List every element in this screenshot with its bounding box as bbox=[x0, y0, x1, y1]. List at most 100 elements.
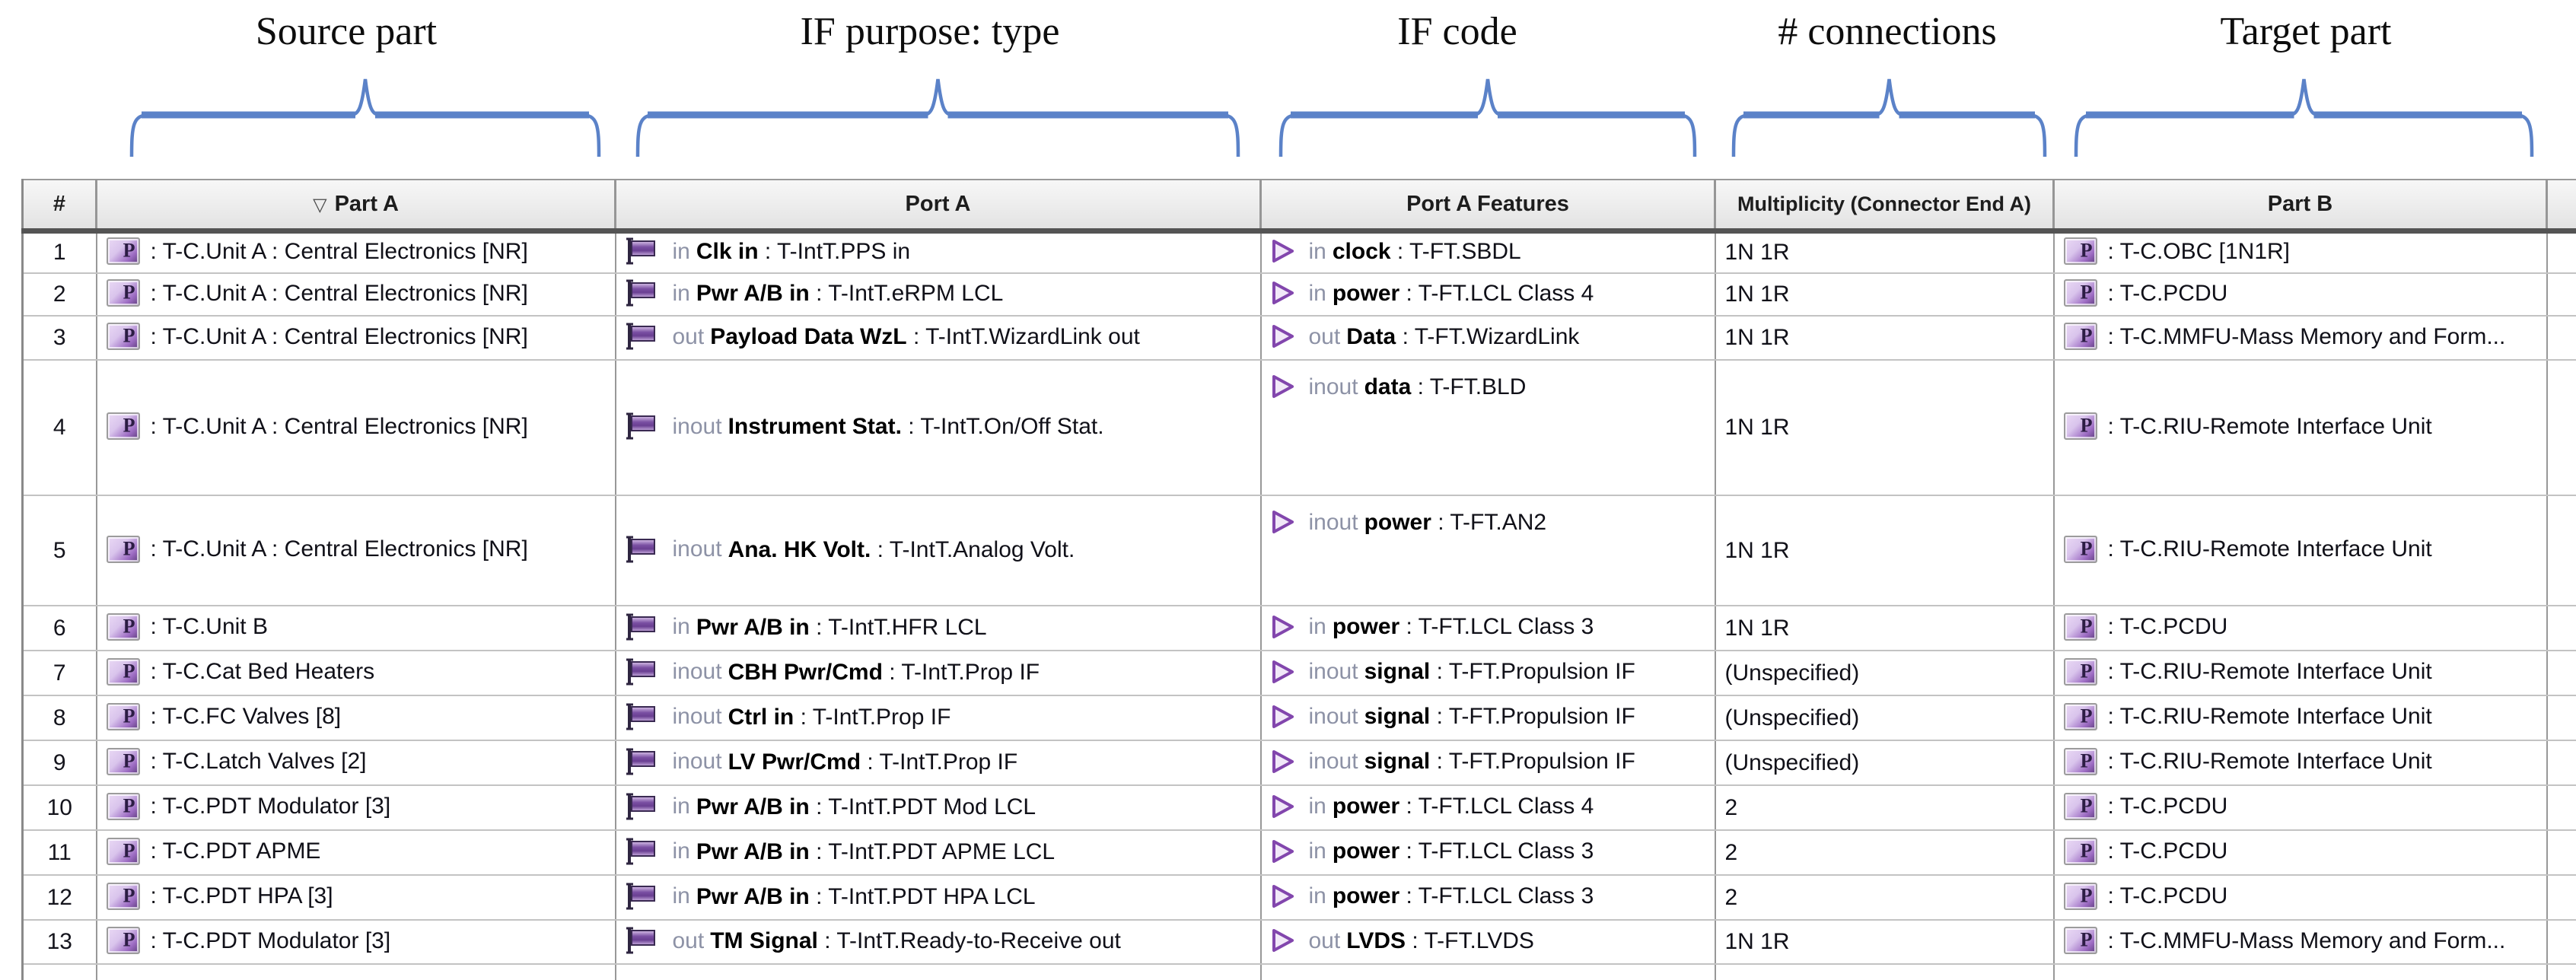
part-a-cell[interactable]: P: T-C.Latch Valves [2] bbox=[96, 740, 616, 786]
multiplicity-cell[interactable]: 1N 1R bbox=[1715, 231, 2055, 274]
row-number-cell[interactable]: 8 bbox=[22, 695, 97, 741]
table-row: 9 P: T-C.Latch Valves [2] inout LV Pwr/Cm… bbox=[22, 740, 2576, 786]
port-a-cell[interactable]: out Payload Data WzL : T-IntT.WizardLink … bbox=[615, 316, 1262, 361]
row-number-cell[interactable]: 10 bbox=[22, 785, 97, 831]
port-a-features-cell[interactable]: inout signal : T-FT.Propulsion IF bbox=[1260, 740, 1716, 786]
part-b-cell[interactable]: P: T-C.RIU-Remote Interface Unit bbox=[2053, 360, 2548, 496]
part-a-cell[interactable]: P: T-C.Unit B bbox=[96, 606, 616, 651]
row-number-cell[interactable]: 6 bbox=[22, 606, 97, 651]
port-a-cell[interactable]: inout LV Pwr/Cmd : T-IntT.Prop IF bbox=[615, 740, 1262, 786]
multiplicity-cell[interactable]: 1N 1R bbox=[1715, 316, 2055, 361]
part-a-cell[interactable]: P: T-C.FC Valves [8] bbox=[96, 695, 616, 741]
column-header-multiplicity[interactable]: Multiplicity (Connector End A) bbox=[1715, 179, 2055, 231]
column-header-number[interactable]: # bbox=[22, 179, 97, 231]
port-a-features-cell[interactable]: in power : T-FT.LCL Class 4 bbox=[1260, 785, 1716, 831]
column-header-port-a-features[interactable]: Port A Features bbox=[1260, 179, 1716, 231]
row-number-cell[interactable]: 3 bbox=[22, 316, 97, 361]
port-a-features-cell[interactable]: inout signal : T-FT.Propulsion IF bbox=[1260, 651, 1716, 696]
row-number-cell[interactable]: 13 bbox=[22, 920, 97, 965]
port-a-features-cell[interactable]: in power : T-FT.LCL Class 4 bbox=[1260, 273, 1716, 317]
part-b-cell[interactable]: P: T-C.RIU-Remote Interface Unit bbox=[2053, 695, 2548, 741]
row-number: 7 bbox=[53, 660, 66, 686]
port-a-cell[interactable]: in Pwr A/B in : T-IntT.PDT HPA LCL bbox=[615, 875, 1262, 921]
feature-name: signal bbox=[1364, 659, 1431, 685]
port-a-cell[interactable]: inout Instrument Stat. : T-IntT.On/Off St… bbox=[615, 360, 1262, 496]
port-a-features-cell[interactable]: out LVDS : T-FT.LVDS bbox=[1260, 920, 1716, 965]
part-b-cell[interactable]: P: T-C.OBC [1N1R] bbox=[2053, 231, 2548, 274]
port-a-features-cell[interactable]: in power : T-FT.LCL Class 3 bbox=[1260, 875, 1716, 921]
port-name: TM Signal bbox=[710, 928, 818, 953]
part-b-cell[interactable]: P: T-C.PCDU bbox=[2053, 830, 2548, 876]
multiplicity-cell[interactable]: 1N 1R bbox=[1715, 360, 2055, 496]
part-b-cell[interactable] bbox=[2053, 964, 2548, 980]
column-header-part-a[interactable]: ▽ Part A bbox=[96, 179, 616, 231]
port-a-features-cell[interactable]: inout power : T-FT.AN2 bbox=[1260, 495, 1716, 606]
part-a-cell[interactable]: P: T-C.PDT Modulator [3] bbox=[96, 920, 616, 965]
part-b-cell[interactable]: P: T-C.RIU-Remote Interface Unit bbox=[2053, 495, 2548, 606]
port-a-cell[interactable]: in Clk in : T-IntT.PPS in bbox=[615, 231, 1262, 274]
column-header-part-b[interactable]: Part B bbox=[2053, 179, 2548, 231]
row-number-cell[interactable]: 11 bbox=[22, 830, 97, 876]
part-b-cell[interactable]: P: T-C.PCDU bbox=[2053, 273, 2548, 317]
feature-direction: out bbox=[1308, 323, 1341, 349]
port-a-cell[interactable]: inout Ctrl in : T-IntT.Prop IF bbox=[615, 695, 1262, 741]
row-number-cell[interactable]: 5 bbox=[22, 495, 97, 606]
column-header-port-a[interactable]: Port A bbox=[615, 179, 1262, 231]
port-a-features-cell[interactable]: in power : T-FT.LCL Class 3 bbox=[1260, 830, 1716, 876]
port-a-cell[interactable]: in Pwr A/B in : T-IntT.eRPM LCL bbox=[615, 273, 1262, 317]
part-b-cell[interactable]: P: T-C.RIU-Remote Interface Unit bbox=[2053, 740, 2548, 786]
port-a-cell[interactable]: in Pwr A/B in : T-IntT.PDT Mod LCL bbox=[615, 785, 1262, 831]
multiplicity-cell[interactable]: 1N 1R bbox=[1715, 606, 2055, 651]
multiplicity-cell[interactable]: (Unspecified) bbox=[1715, 740, 2055, 786]
part-a-cell[interactable]: P: T-C.PDT HPA [3] bbox=[96, 875, 616, 921]
port-a-cell[interactable]: in Pwr A/B in : T-IntT.PDT APME LCL bbox=[615, 830, 1262, 876]
multiplicity-cell[interactable]: 2 bbox=[1715, 830, 2055, 876]
row-number-cell[interactable]: 4 bbox=[22, 360, 97, 496]
port-a-cell[interactable]: inout Ana. HK Volt. : T-IntT.Analog Volt. bbox=[615, 495, 1262, 606]
row-number-cell[interactable] bbox=[22, 964, 97, 980]
part-b-cell[interactable]: P: T-C.MMFU-Mass Memory and Form... bbox=[2053, 920, 2548, 965]
port-a-features-cell[interactable]: inout signal : T-FT.Propulsion IF bbox=[1260, 695, 1716, 741]
row-number: 1 bbox=[53, 240, 66, 266]
multiplicity-cell[interactable]: (Unspecified) bbox=[1715, 651, 2055, 696]
row-number-cell[interactable]: 7 bbox=[22, 651, 97, 696]
multiplicity-cell[interactable]: 1N 1R bbox=[1715, 273, 2055, 317]
part-a-cell[interactable]: P: T-C.PDT APME bbox=[96, 830, 616, 876]
part-a-cell[interactable] bbox=[96, 964, 616, 980]
multiplicity-cell[interactable]: 1N 1R bbox=[1715, 920, 2055, 965]
multiplicity-cell[interactable]: (Unspecified) bbox=[1715, 695, 2055, 741]
port-a-cell[interactable]: inout CBH Pwr/Cmd : T-IntT.Prop IF bbox=[615, 651, 1262, 696]
port-a-features-cell[interactable] bbox=[1260, 964, 1716, 980]
part-a-cell[interactable]: P: T-C.Unit A : Central Electronics [NR] bbox=[96, 495, 616, 606]
port-a-features-cell[interactable]: out Data : T-FT.WizardLink bbox=[1260, 316, 1716, 361]
port-a-features-cell[interactable]: inout data : T-FT.BLD bbox=[1260, 360, 1716, 496]
port-a-cell[interactable]: out TM Signal : T-IntT.Ready-to-Receive o… bbox=[615, 920, 1262, 965]
table-row: 8 P: T-C.FC Valves [8] inout Ctrl in : T-… bbox=[22, 695, 2576, 741]
row-number-cell[interactable]: 9 bbox=[22, 740, 97, 786]
part-b-cell[interactable]: P: T-C.PCDU bbox=[2053, 785, 2548, 831]
port-a-features-cell[interactable]: in power : T-FT.LCL Class 3 bbox=[1260, 606, 1716, 651]
part-b-cell[interactable]: P: T-C.PCDU bbox=[2053, 606, 2548, 651]
part-a-cell[interactable]: P: T-C.Unit A : Central Electronics [NR] bbox=[96, 273, 616, 317]
port-a-features-cell[interactable]: in clock : T-FT.SBDL bbox=[1260, 231, 1716, 274]
feature-direction: in bbox=[1308, 239, 1326, 265]
part-b-cell[interactable]: P: T-C.MMFU-Mass Memory and Form... bbox=[2053, 316, 2548, 361]
row-number-cell[interactable]: 2 bbox=[22, 273, 97, 317]
multiplicity-cell[interactable]: 2 bbox=[1715, 785, 2055, 831]
part-a-cell[interactable]: P: T-C.Unit A : Central Electronics [NR] bbox=[96, 360, 616, 496]
row-number-cell[interactable]: 1 bbox=[22, 231, 97, 274]
multiplicity-cell[interactable] bbox=[1715, 964, 2055, 980]
part-a-cell[interactable]: P: T-C.Unit A : Central Electronics [NR] bbox=[96, 316, 616, 361]
part-b-cell[interactable]: P: T-C.PCDU bbox=[2053, 875, 2548, 921]
port-a-cell[interactable] bbox=[615, 964, 1262, 980]
multiplicity-cell[interactable]: 2 bbox=[1715, 875, 2055, 921]
port-name: Clk in bbox=[696, 239, 759, 265]
port-a-cell[interactable]: in Pwr A/B in : T-IntT.HFR LCL bbox=[615, 606, 1262, 651]
part-a-cell[interactable]: P: T-C.Unit A : Central Electronics [NR] bbox=[96, 231, 616, 274]
sort-descending-icon[interactable]: ▽ bbox=[313, 194, 327, 215]
part-b-cell[interactable]: P: T-C.RIU-Remote Interface Unit bbox=[2053, 651, 2548, 696]
multiplicity-cell[interactable]: 1N 1R bbox=[1715, 495, 2055, 606]
part-a-cell[interactable]: P: T-C.PDT Modulator [3] bbox=[96, 785, 616, 831]
row-number-cell[interactable]: 12 bbox=[22, 875, 97, 921]
part-a-cell[interactable]: P: T-C.Cat Bed Heaters bbox=[96, 651, 616, 696]
